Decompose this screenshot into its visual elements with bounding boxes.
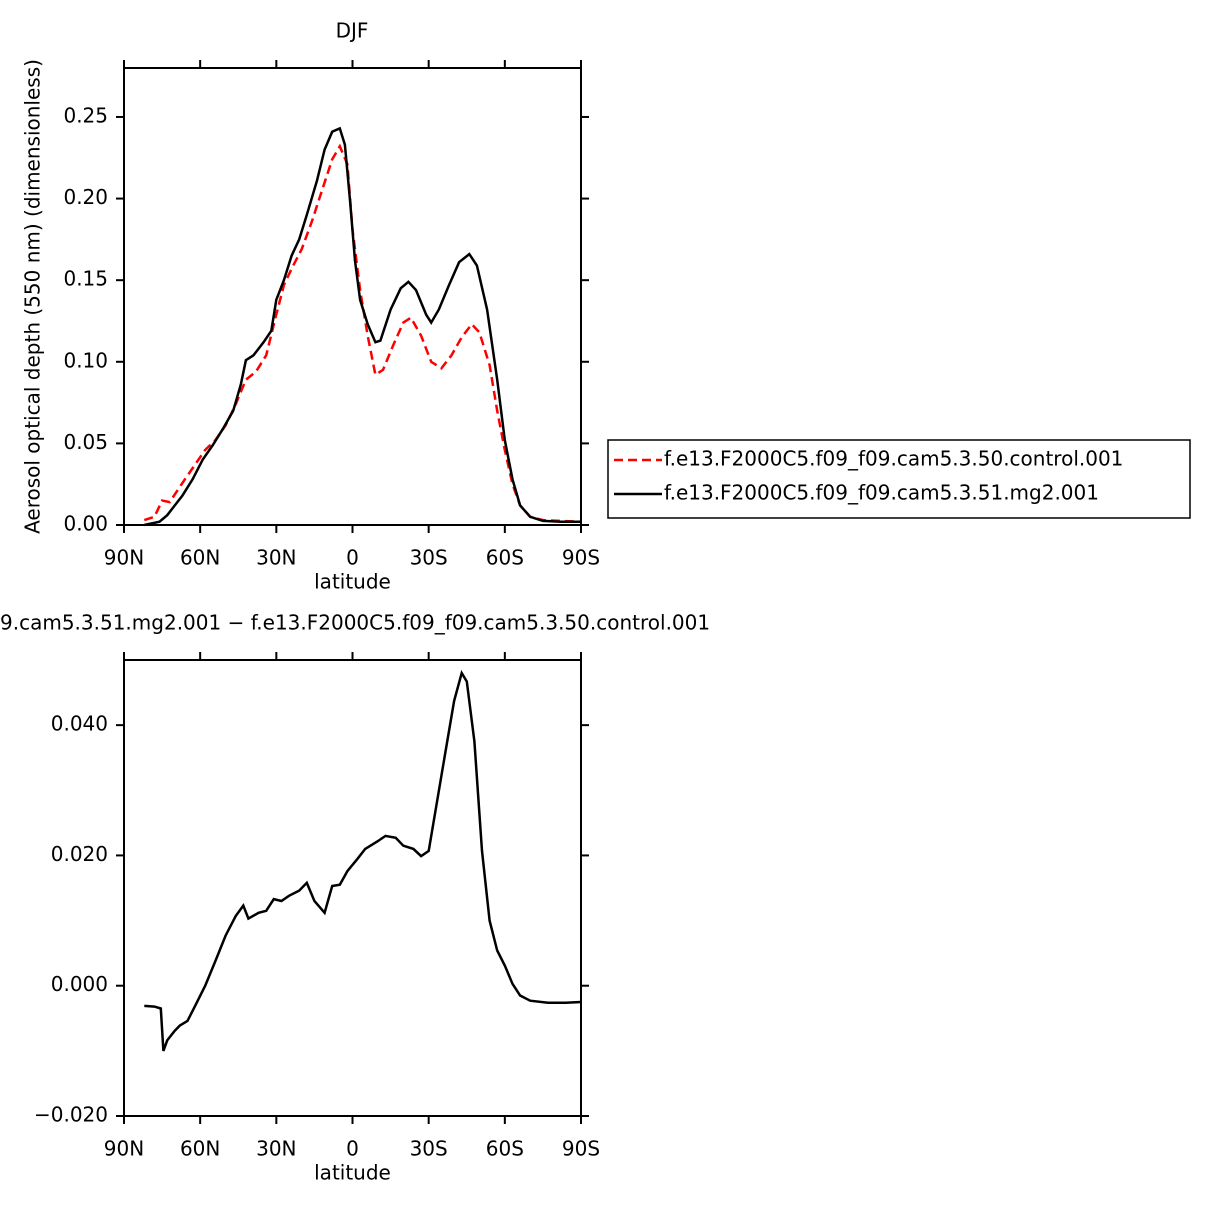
x-axis-label: latitude [314, 570, 391, 594]
x-tick-label: 60S [486, 546, 524, 570]
y-tick-label: 0.25 [63, 103, 108, 127]
chart-title: 9.cam5.3.51.mg2.001 − f.e13.F2000C5.f09_… [0, 611, 710, 635]
y-tick-label: 0.20 [63, 185, 108, 209]
x-tick-label: 60S [486, 1137, 524, 1161]
y-tick-label: 0.020 [51, 842, 108, 866]
x-tick-label: 30N [256, 1137, 296, 1161]
x-axis-label: latitude [314, 1161, 391, 1185]
x-tick-label: 0 [346, 1137, 359, 1161]
x-tick-label: 30S [410, 546, 448, 570]
plot-frame [123, 659, 582, 1117]
x-tick-label: 60N [180, 546, 220, 570]
y-axis-label: Aerosol optical depth (550 nm) (dimensio… [21, 59, 45, 534]
plot-frame [123, 67, 582, 526]
y-tick-label: 0.040 [51, 712, 108, 736]
x-tick-label: 90N [104, 546, 144, 570]
legend-label: f.e13.F2000C5.f09_f09.cam5.3.51.mg2.001 [664, 481, 1099, 505]
data-line [144, 669, 582, 1052]
legend-label: f.e13.F2000C5.f09_f09.cam5.3.50.control.… [664, 447, 1123, 471]
x-tick-label: 60N [180, 1137, 220, 1161]
x-tick-label: 30N [256, 546, 296, 570]
x-tick-label: 30S [410, 1137, 448, 1161]
chart-title: DJF [336, 19, 369, 43]
x-tick-label: 90S [562, 546, 600, 570]
data-line [144, 126, 581, 527]
data-line [143, 143, 582, 523]
x-tick-label: 90S [562, 1137, 600, 1161]
x-tick-label: 0 [346, 546, 359, 570]
y-tick-label: 0.00 [63, 512, 108, 536]
y-tick-label: −0.020 [34, 1103, 108, 1127]
y-tick-label: 0.000 [51, 972, 108, 996]
legend-box [607, 439, 1191, 519]
y-tick-label: 0.15 [63, 267, 108, 291]
y-tick-label: 0.10 [63, 348, 108, 372]
y-tick-label: 0.05 [63, 430, 108, 454]
x-tick-label: 90N [104, 1137, 144, 1161]
